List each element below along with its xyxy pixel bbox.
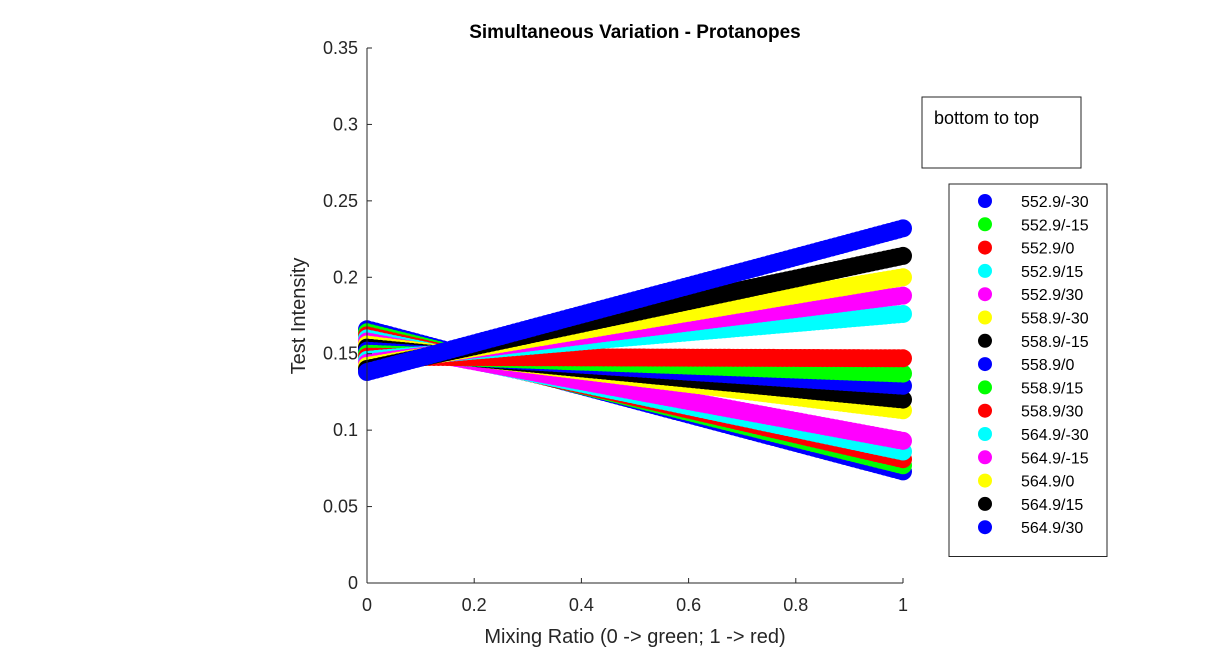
legend-marker <box>978 310 992 325</box>
x-tick-label: 0.2 <box>462 595 487 615</box>
legend-entry: 564.9/0 <box>978 473 1074 491</box>
legend-label: 552.9/-15 <box>1021 217 1089 234</box>
legend-entry: 558.9/30 <box>978 403 1083 421</box>
legend-label: 564.9/0 <box>1021 474 1074 491</box>
legend-entry: 558.9/0 <box>978 357 1074 374</box>
legend-entry: 564.9/-30 <box>978 427 1089 444</box>
plot-area <box>358 219 912 481</box>
legend-marker <box>978 287 992 302</box>
legend-entry: 564.9/-15 <box>978 450 1089 467</box>
legend-marker <box>978 427 992 441</box>
y-tick-label: 0.1 <box>333 420 358 440</box>
x-tick-label: 0.6 <box>676 595 701 615</box>
legend-entry: 558.9/-30 <box>978 310 1089 328</box>
legend-label: 552.9/30 <box>1021 287 1083 304</box>
legend-entry: 552.9/0 <box>978 240 1074 258</box>
legend-entry: 564.9/15 <box>978 496 1083 514</box>
y-tick-label: 0 <box>348 573 358 593</box>
data-point <box>894 304 912 323</box>
series-552.9/30 <box>358 332 912 450</box>
legend-box <box>948 183 1108 557</box>
legend-label: 558.9/-30 <box>1021 311 1089 328</box>
legend-marker <box>978 194 992 208</box>
legend-marker <box>978 357 992 372</box>
legend-label: 558.9/15 <box>1021 380 1083 397</box>
legend-entry: 558.9/-15 <box>978 333 1089 351</box>
y-axis-title: Test Intensity <box>288 258 310 375</box>
legend-entry: 558.9/15 <box>978 380 1083 397</box>
legend-marker <box>978 263 992 278</box>
x-tick-label: 0.8 <box>783 595 808 615</box>
y-tick-label: 0.2 <box>333 267 358 287</box>
legend-entry: 552.9/-30 <box>978 194 1089 211</box>
data-point <box>894 390 912 409</box>
data-point <box>894 219 912 238</box>
legend-label: 564.9/15 <box>1021 497 1083 514</box>
legend-marker <box>978 333 992 348</box>
legend-marker <box>978 473 992 488</box>
legend-entry: 552.9/15 <box>978 263 1083 281</box>
legend-entry: 552.9/-15 <box>978 217 1089 234</box>
legend-label: 558.9/0 <box>1021 357 1074 374</box>
y-tick-label: 0.25 <box>323 191 358 211</box>
x-axis-title: Mixing Ratio (0 -> green; 1 -> red) <box>484 626 785 648</box>
data-point <box>894 268 912 287</box>
legend-label: 564.9/-15 <box>1021 450 1089 467</box>
legend-title-box: bottom to top <box>921 96 1082 169</box>
legend-entry: 564.9/30 <box>978 520 1083 537</box>
legend-label: 558.9/30 <box>1021 404 1083 421</box>
legend-label: 564.9/-30 <box>1021 427 1089 444</box>
legend-label: 552.9/-30 <box>1021 194 1089 211</box>
legend-label: 552.9/15 <box>1021 264 1083 281</box>
legend-entry: 552.9/30 <box>978 287 1083 304</box>
legend: 552.9/-30 552.9/-15 552.9/0 552.9/15 552.9/3… <box>948 183 1108 557</box>
data-point <box>894 286 912 305</box>
x-tick-label: 0.4 <box>569 595 594 615</box>
y-tick-label: 0.05 <box>323 497 358 517</box>
legend-marker <box>978 380 992 395</box>
chart-title: Simultaneous Variation - Protanopes <box>469 22 801 43</box>
legend-label: 552.9/0 <box>1021 241 1074 258</box>
data-point <box>894 246 912 265</box>
data-point <box>894 431 912 450</box>
legend-marker <box>978 240 992 255</box>
x-tick-label: 1 <box>898 595 908 615</box>
legend-marker <box>978 450 992 465</box>
series-564.9/30 <box>358 219 912 382</box>
data-point <box>894 349 912 368</box>
axes: 0 0.2 0.4 0.6 0.8 1 0 0.05 0.1 0.15 0.2 0.25 0.3 0.35 <box>323 38 908 615</box>
legend-marker <box>978 217 992 232</box>
y-tick-label: 0.15 <box>323 344 358 364</box>
legend-marker <box>978 496 992 511</box>
legend-title-text: bottom to top <box>934 108 1039 128</box>
legend-title-box-border <box>921 96 1082 169</box>
legend-label: 564.9/30 <box>1021 520 1083 537</box>
legend-label: 558.9/-15 <box>1021 334 1089 351</box>
y-tick-label: 0.3 <box>333 114 358 134</box>
y-tick-label: 0.35 <box>323 38 358 58</box>
x-tick-label: 0 <box>362 595 372 615</box>
legend-marker <box>978 520 992 535</box>
legend-marker <box>978 403 992 418</box>
data-point <box>894 364 912 383</box>
